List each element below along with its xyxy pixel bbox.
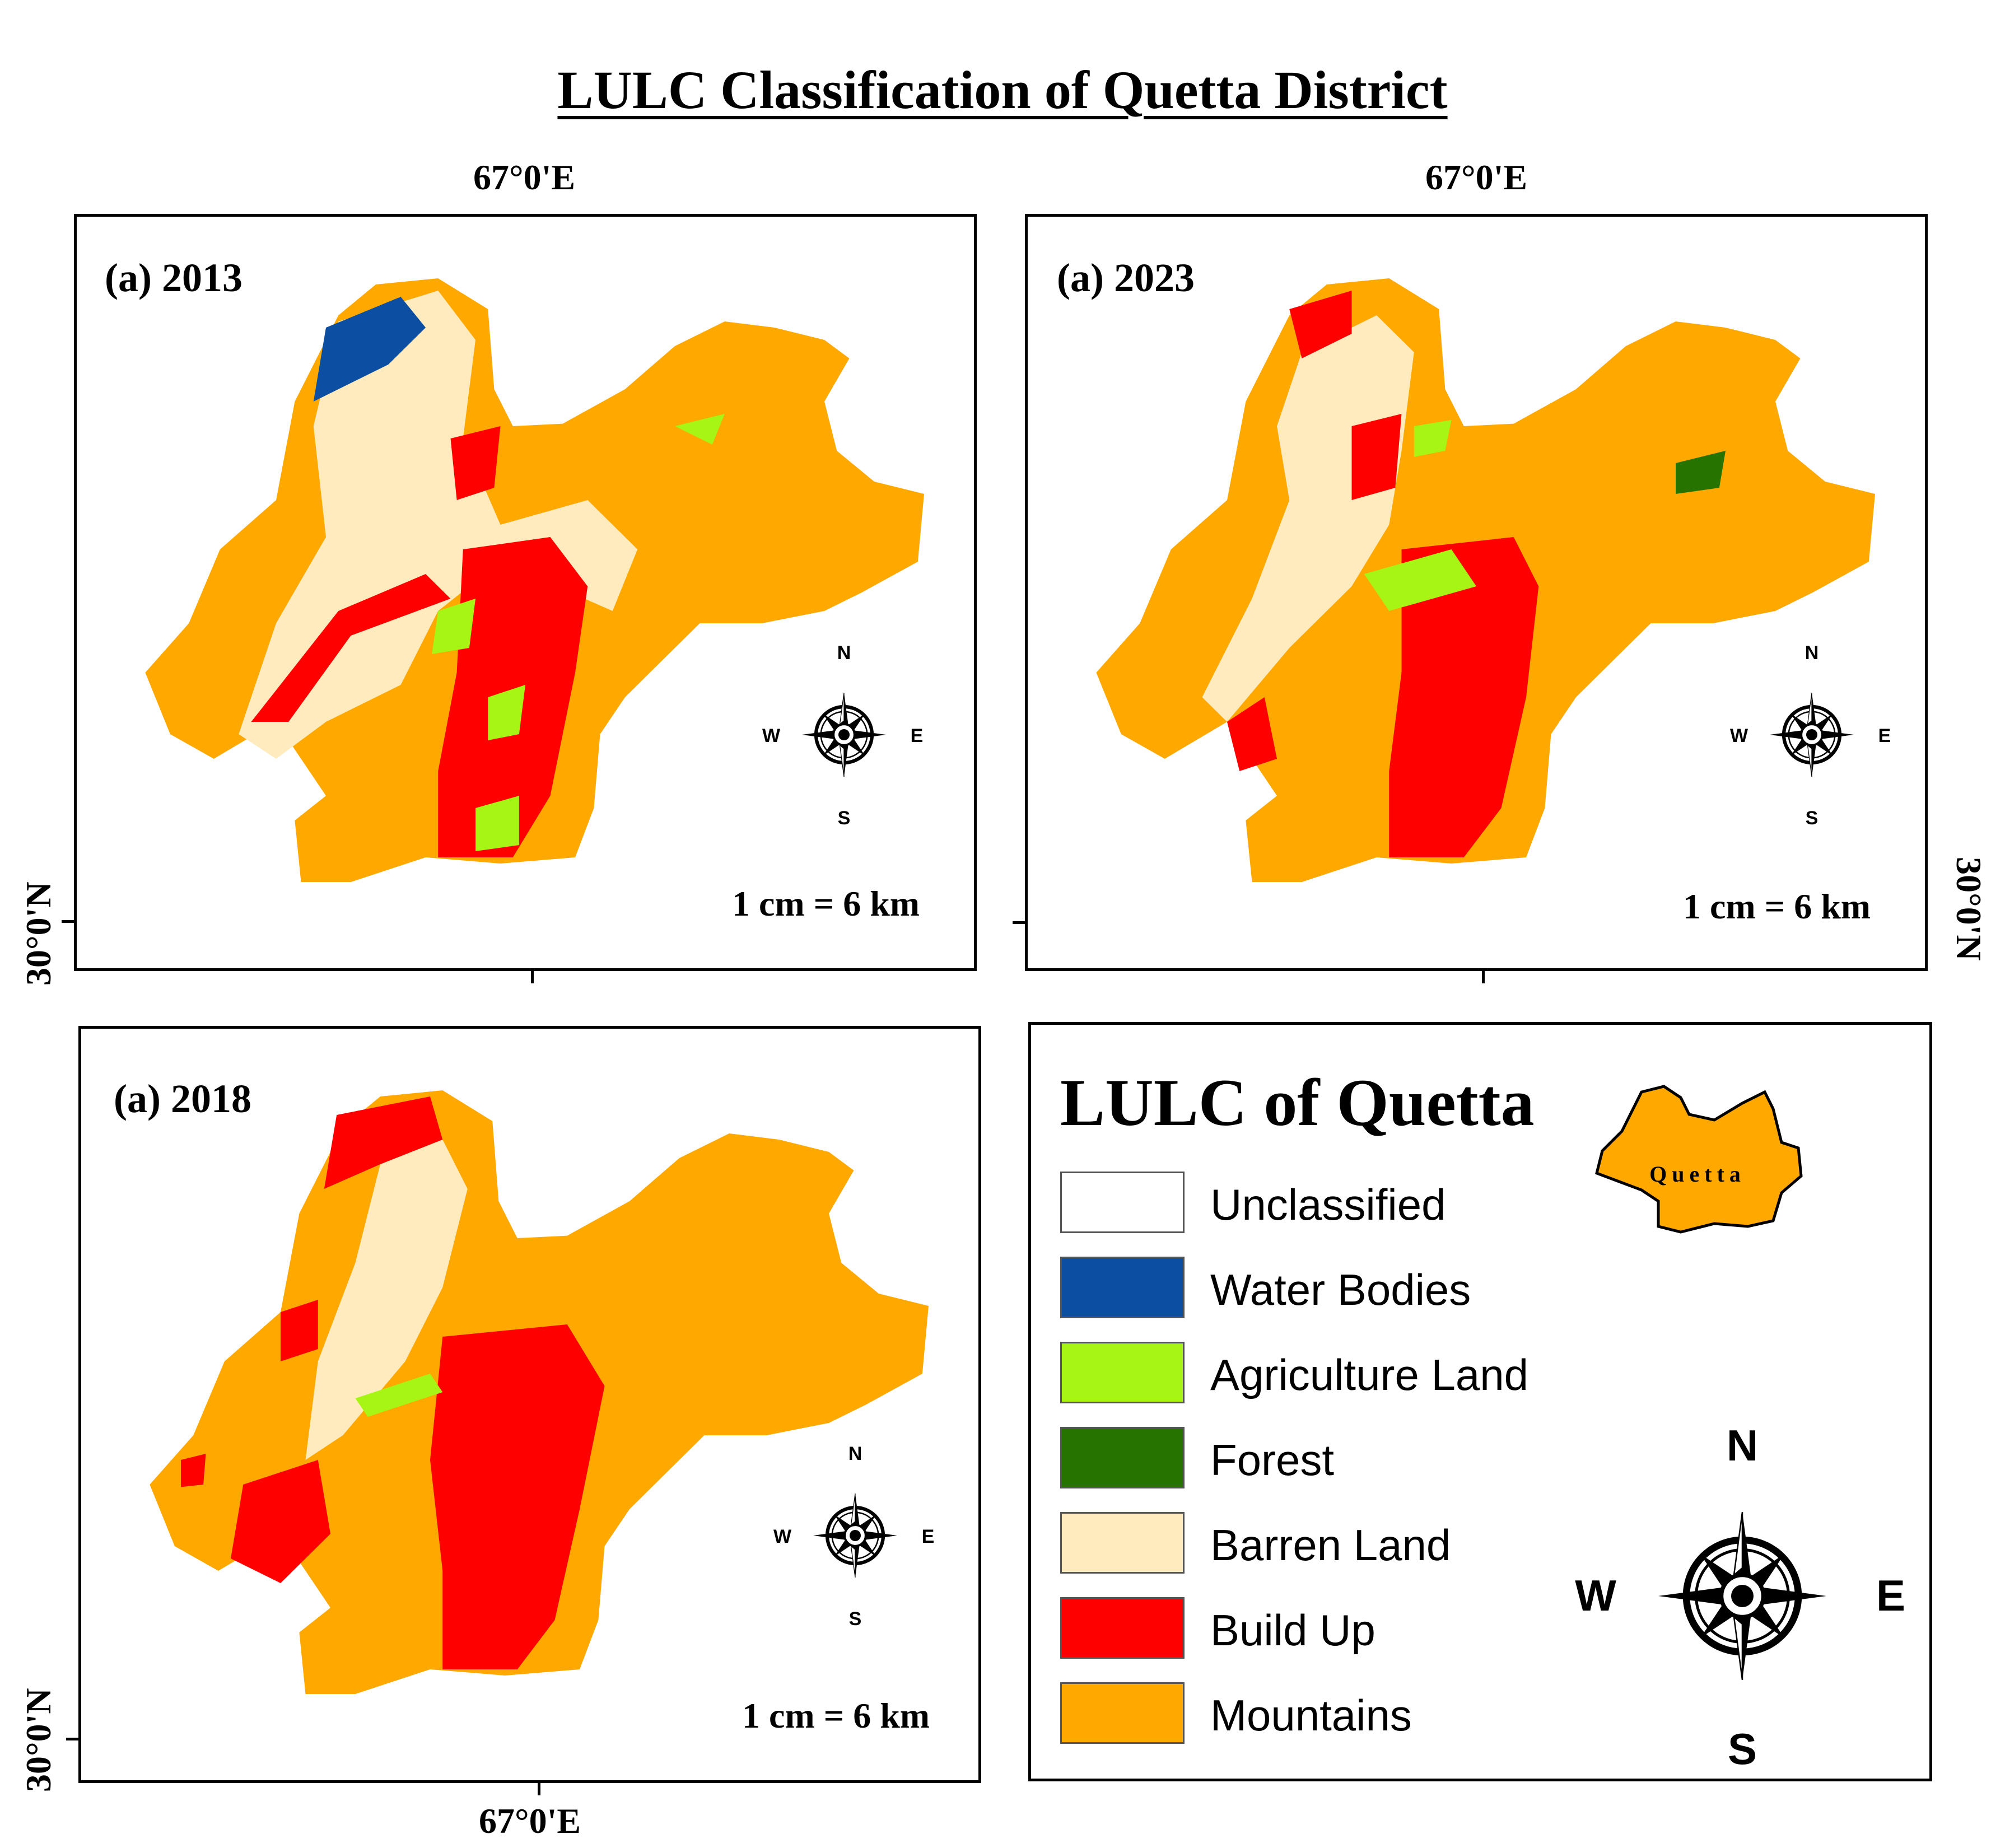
legend-panel: LULC of Quetta Unclassified Water Bodies… — [1028, 1022, 1932, 1781]
map-2023 — [1096, 278, 1875, 882]
legend-swatch — [1060, 1597, 1185, 1659]
legend-item-barren-land: Barren Land — [1060, 1512, 1620, 1575]
scale-2018: 1 cm = 6 km — [742, 1696, 930, 1735]
legend-label: Build Up — [1210, 1606, 1375, 1655]
compass-2023: N S W E — [1730, 642, 1891, 827]
legend-label: Water Bodies — [1210, 1265, 1471, 1314]
compass-n: N — [1727, 1421, 1758, 1470]
legend-swatch — [1060, 1427, 1185, 1488]
legend-item-water-bodies: Water Bodies — [1060, 1257, 1620, 1319]
legend-title: LULC of Quetta — [1060, 1065, 1535, 1140]
lat-label-right: 30°0'N — [1949, 857, 1989, 961]
lon-label-top-right: 67°0'E — [1425, 157, 1528, 197]
compass-large: N S W E — [1575, 1421, 1905, 1770]
lon-label-top-left: 67°0'E — [473, 157, 576, 197]
tick-lon-2013 — [531, 971, 534, 983]
lat-label-left-bottom: 30°0'N — [18, 1688, 58, 1792]
map-2018 — [150, 1090, 929, 1694]
legend-item-mountains: Mountains — [1060, 1682, 1620, 1745]
compass-w: W — [1730, 725, 1748, 746]
legend-swatch — [1060, 1257, 1185, 1318]
legend-label: Forest — [1210, 1435, 1335, 1485]
compass-s: S — [849, 1608, 862, 1628]
compass-s: S — [838, 808, 851, 827]
legend-label: Barren Land — [1210, 1520, 1451, 1570]
panel-label-2023: (a) 2023 — [1057, 255, 1195, 300]
compass-e: E — [922, 1526, 935, 1547]
legend-item-agriculture-land: Agriculture Land — [1060, 1342, 1620, 1404]
tick-lat-2013 — [62, 920, 74, 923]
compass-e: E — [1878, 725, 1891, 746]
legend-item-build-up: Build Up — [1060, 1597, 1620, 1660]
panel-label-2013: (a) 2013 — [105, 255, 243, 300]
legend-swatch — [1060, 1342, 1185, 1403]
lon-label-bottom: 67°0'E — [479, 1801, 581, 1841]
compass-w: W — [773, 1526, 792, 1547]
tick-lon-2023 — [1482, 971, 1485, 983]
scale-2023: 1 cm = 6 km — [1683, 886, 1871, 926]
compass-2018: N S W E — [773, 1443, 935, 1628]
compass-e: E — [1876, 1571, 1905, 1620]
scale-2013: 1 cm = 6 km — [732, 884, 920, 923]
compass-s: S — [1806, 808, 1819, 827]
legend-swatch — [1060, 1512, 1185, 1574]
tick-lon-2018 — [538, 1783, 540, 1795]
legend-swatch — [1060, 1682, 1185, 1744]
compass-w: W — [762, 725, 781, 746]
legend-label: Unclassified — [1210, 1180, 1446, 1229]
compass-n: N — [837, 642, 851, 664]
lat-label-left-top: 30°0'N — [18, 881, 58, 986]
figure-title: LULC Classification of Quetta District — [557, 60, 1448, 120]
compass-2013: N S W E — [762, 642, 924, 827]
map-2013 — [145, 278, 924, 882]
compass-s: S — [1728, 1724, 1757, 1770]
map-panel-2023: (a) 2023 N S W E 1 cm = 6 km — [1025, 214, 1928, 971]
inset-map-quetta: Quetta — [1595, 1085, 1803, 1234]
legend-label: Mountains — [1210, 1691, 1412, 1740]
legend-label: Agriculture Land — [1210, 1350, 1529, 1399]
panel-label-2018: (a) 2018 — [114, 1076, 251, 1121]
tick-lat-2018 — [66, 1738, 78, 1740]
tick-lat-2023 — [1013, 921, 1025, 924]
legend-item-forest: Forest — [1060, 1427, 1620, 1490]
compass-w: W — [1575, 1571, 1616, 1620]
map-panel-2013: (a) 2013 N S W E 1 cm = 6 km — [74, 214, 977, 971]
compass-n: N — [848, 1443, 862, 1464]
compass-n: N — [1805, 642, 1819, 664]
inset-label: Quetta — [1649, 1161, 1746, 1187]
map-panel-2018: (a) 2018 N S W E 1 cm = 6 km — [78, 1026, 981, 1783]
compass-e: E — [911, 725, 924, 746]
legend-swatch — [1060, 1172, 1185, 1233]
legend-item-unclassified: Unclassified — [1060, 1172, 1620, 1234]
